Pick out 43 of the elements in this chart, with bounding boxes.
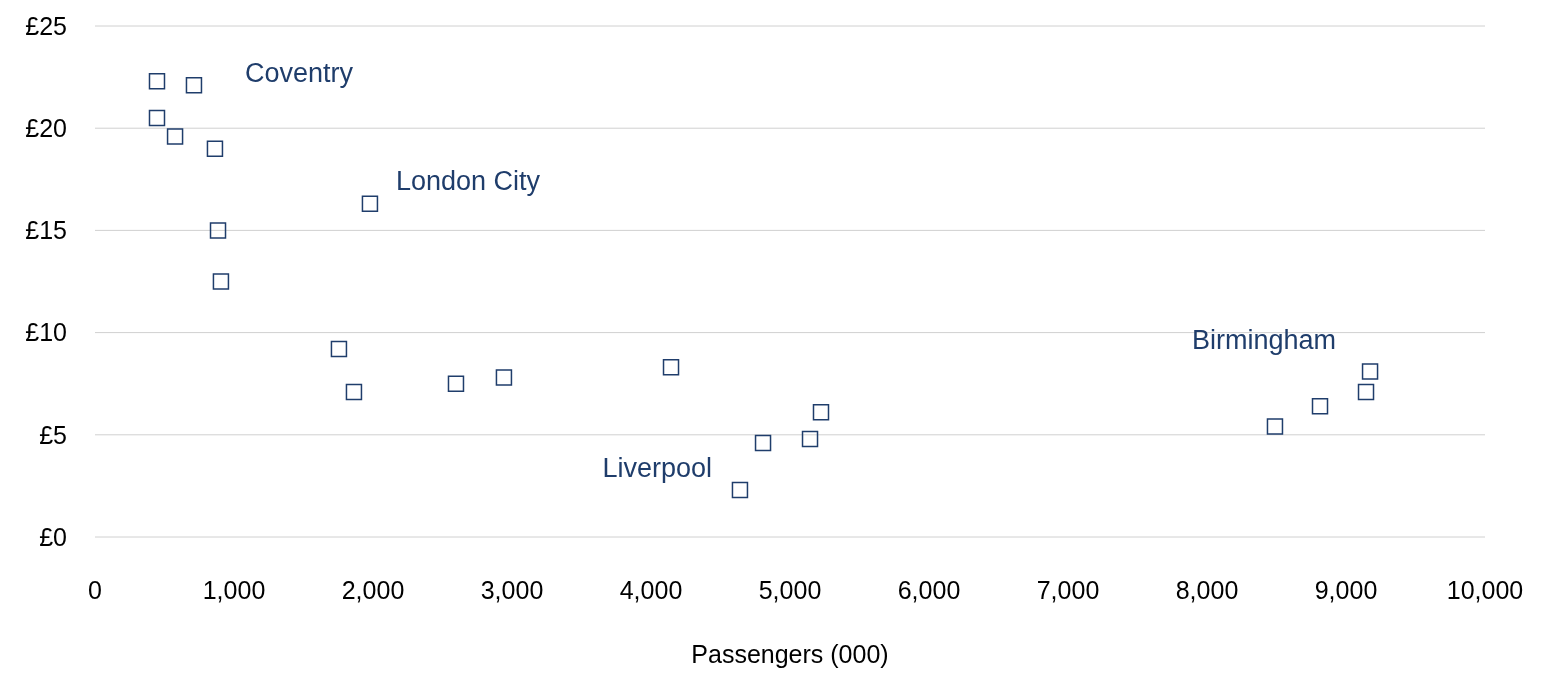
- point: [801, 430, 819, 448]
- x-tick-label: 7,000: [1036, 576, 1100, 604]
- y-tick-label: £10: [25, 318, 67, 347]
- x-tick-label: 6,000: [897, 576, 961, 604]
- point: [1311, 397, 1329, 415]
- point: [754, 434, 772, 452]
- annotation: London City: [395, 166, 541, 197]
- x-tick-label: 4,000: [619, 576, 683, 604]
- point: [206, 140, 224, 157]
- point: [447, 375, 465, 392]
- point: [209, 222, 227, 239]
- y-tick-label: £0: [39, 522, 67, 551]
- y-tick-label: £25: [25, 11, 67, 40]
- point: [185, 77, 203, 94]
- point: [166, 128, 184, 145]
- point: [662, 359, 680, 376]
- point: [812, 404, 830, 421]
- x-tick-label: 5,000: [758, 576, 822, 604]
- annotation: Coventry: [244, 57, 354, 88]
- point: [361, 195, 379, 213]
- point: [212, 273, 230, 290]
- point: [495, 369, 513, 386]
- point: [148, 109, 166, 127]
- x-axis-title: Passengers (000): [691, 640, 889, 668]
- annotation: Birmingham: [1191, 325, 1337, 356]
- x-tick-label: 1,000: [202, 576, 266, 604]
- x-tick-label: 8,000: [1175, 576, 1239, 604]
- point: [731, 481, 749, 499]
- y-tick-label: £5: [39, 420, 67, 449]
- point: [1361, 363, 1379, 380]
- x-tick-label: 0: [88, 576, 102, 604]
- y-tick-label: £15: [25, 216, 67, 245]
- annotation: Liverpool: [602, 453, 712, 484]
- x-tick-label: 3,000: [480, 576, 544, 604]
- point: [345, 383, 363, 401]
- x-tick-label: 9,000: [1314, 576, 1378, 604]
- y-tick-label: £20: [25, 113, 67, 142]
- x-tick-label: 2,000: [341, 576, 405, 604]
- point: [1266, 418, 1284, 435]
- point: [148, 72, 166, 90]
- point: [1357, 383, 1375, 401]
- point: [330, 340, 348, 358]
- x-tick-label: 10,000: [1446, 576, 1524, 604]
